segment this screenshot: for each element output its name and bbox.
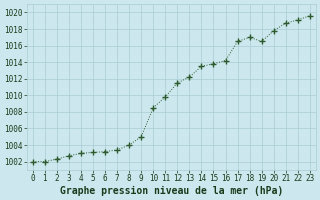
X-axis label: Graphe pression niveau de la mer (hPa): Graphe pression niveau de la mer (hPa) <box>60 186 283 196</box>
